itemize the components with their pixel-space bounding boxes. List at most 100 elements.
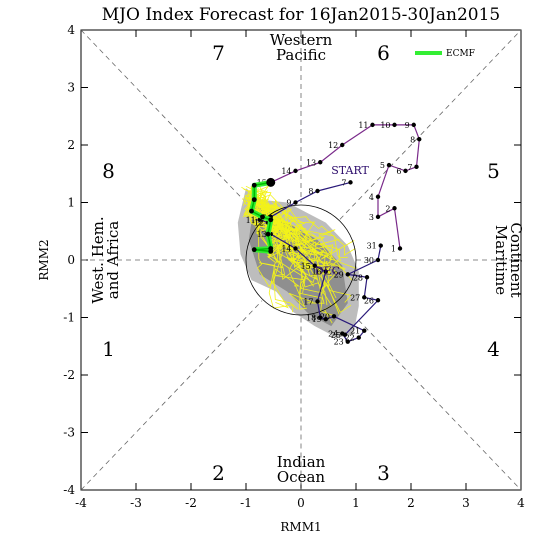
observed-december-point [318,160,323,165]
observed-december-day-label: 9 [405,121,410,130]
observed-january-point [348,180,353,185]
y-tick-label: 4 [67,23,75,37]
observed-december-day-label: 14 [281,167,291,176]
observed-january-point [378,243,383,248]
observed-january-point [293,246,298,251]
observed-january-day-label: 26 [364,296,374,305]
observed-december-point [411,122,416,128]
observed-december-point [417,137,422,142]
phase-label: 7 [212,41,225,65]
y-tick-label: 2 [67,138,75,152]
observed-december-day-label: 12 [328,141,338,150]
observed-january-day-label: 16 [312,268,322,277]
x-tick-label: 2 [407,496,415,510]
observed-january-point [340,331,345,336]
observed-january-day-label: 11 [246,216,256,225]
x-tick-label: -1 [240,496,252,510]
observed-december-day-label: 3 [369,213,374,222]
observed-december-point [340,142,345,148]
legend: ECMF [415,49,475,59]
region-label-right: Continent [507,222,525,297]
region-label-top: Pacific [276,46,326,64]
observed-january-point [293,200,298,205]
ensemble-member-track [247,187,299,310]
phase-label: 2 [212,461,225,485]
observed-january-point [315,299,320,304]
start-label: START [331,164,369,177]
legend-label-ecmf: ECMF [446,49,475,59]
observed-january-point [331,314,337,319]
observed-january-day-label: 28 [353,273,363,282]
y-axis-label: RMM2 [37,239,51,280]
y-tick-label: 3 [67,81,75,95]
observed-january-day-label: 18 [306,314,316,323]
observed-january-day-label: 30 [364,256,374,265]
ensemble-spread [237,185,359,338]
ensemble-mean-point [265,231,271,237]
observed-january-day-label: 20 [320,312,330,321]
amplitude-circle [245,204,357,316]
x-tick-label: -2 [185,496,197,510]
observed-december-point [375,194,381,199]
ensemble-member-track [250,186,298,239]
ensemble-member-track [247,194,357,269]
observed-january-point [375,257,381,263]
observed-december-day-label: 11 [358,121,368,130]
region-label-left: and Africa [104,221,122,299]
observed-january-point [323,317,328,322]
y-tick-label: 1 [67,196,75,210]
observed-january-day-label: 12 [254,219,264,228]
observed-january-day-label: 25 [331,331,341,340]
phase-boundary-diagonal [80,29,263,220]
observed-december-point [392,206,397,211]
observed-december-point [375,214,381,220]
phase-label: 6 [377,41,390,65]
observed-january-point [362,328,367,333]
phase-guides [80,29,522,491]
observed-january-day-label: 15 [301,262,311,271]
observed-january-point [364,275,370,280]
observed-january-day-label: 14 [281,245,291,254]
observed-december-day-label: 2 [385,204,390,213]
y-tick-label: -4 [63,483,75,497]
observed-january-point [362,295,367,300]
observed-january-day-label: 22 [345,334,355,343]
phase-label: 3 [377,461,390,485]
observed-december-day-label: 13 [306,158,316,167]
region-label-bottom: Ocean [277,468,326,486]
observed-december-point [397,246,403,251]
phase-label: 5 [487,159,500,183]
forecast-start-marker [266,177,276,187]
observed-january-point [315,188,320,194]
observed-january-day-label: 23 [334,338,344,347]
ensemble-mean-point [251,182,257,188]
observed-january-point [345,339,350,344]
phase-label: 8 [102,159,115,183]
ensemble-member-track [243,188,346,274]
observed-january-point [375,298,381,303]
x-tick-label: -4 [75,496,87,510]
ensemble-mean-point [251,247,257,253]
observed-december-point [386,162,392,168]
observed-january-point [312,263,317,268]
observed-december-day-label: 8 [410,135,415,144]
x-tick-label: 1 [352,496,360,510]
end-label: DEC [315,264,340,277]
observed-january-day-label: 9 [286,199,291,208]
ensemble-member-track [247,205,336,317]
x-tick-label: 4 [517,496,525,510]
observed-december-day-label: 4 [369,193,374,202]
observed-january-day-label: 19 [312,315,322,324]
ensemble-member-track [249,200,356,256]
y-tick-label: -2 [63,368,75,382]
observed-december-point [403,168,408,174]
observed-december-day-label: 7 [407,163,412,172]
observed-january-day-label: 24 [328,330,338,339]
chart-title: MJO Index Forecast for 16Jan2015-30Jan20… [102,5,500,25]
observed-january-day-label: 27 [350,293,360,302]
observed-december-day-label: 6 [396,167,401,176]
observed-january-point [323,269,328,274]
